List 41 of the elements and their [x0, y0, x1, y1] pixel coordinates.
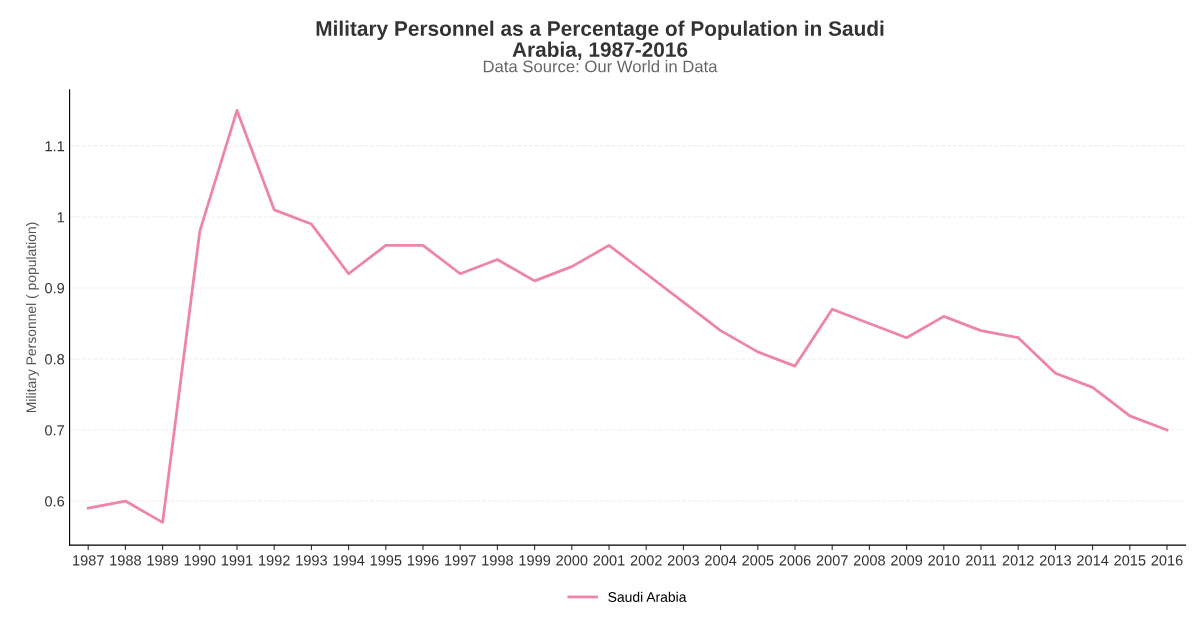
x-tick-label: 2006 [779, 555, 811, 566]
chart-subtitle: Data Source: Our World in Data [483, 60, 718, 73]
x-tick-label: 1991 [221, 555, 253, 566]
x-tick-label: 1996 [407, 555, 439, 566]
x-tick-label: 1988 [110, 555, 141, 566]
y-tick-label: 0.7 [45, 425, 65, 436]
x-tick-label: 1997 [445, 555, 476, 566]
line-series [86, 109, 1169, 524]
x-tick-label: 2013 [1039, 555, 1071, 566]
x-tick-label: 2015 [1114, 555, 1146, 566]
x-tick-label: 1994 [333, 555, 365, 566]
legend-label: Saudi Arabia [608, 591, 687, 602]
x-tick-label: 1999 [519, 555, 551, 566]
x-tick-label: 1995 [370, 555, 402, 566]
chart-title: Military Personnel as a Percentage of Population in Saudi Arabia, 1987-2016 [316, 20, 884, 60]
x-tick-label: 1992 [259, 555, 290, 566]
x-tick-label: 2008 [853, 555, 885, 566]
y-tick-label: 1 [57, 212, 65, 223]
x-tick-label: 1990 [184, 555, 216, 566]
y-axis-title: Military Personnel ( population) [25, 222, 39, 413]
x-tick-label: 1989 [147, 555, 179, 566]
y-tick-label: 0.9 [45, 283, 65, 294]
x-tick-label: 2011 [966, 555, 996, 566]
x-tick-label: 2000 [556, 555, 588, 566]
x-tick-label: 2012 [1002, 555, 1034, 566]
x-tick-label: 2004 [705, 555, 737, 566]
x-tick-label: 2001 [593, 555, 625, 566]
x-tick-label: 1987 [73, 555, 104, 566]
y-tick-label: 1.1 [45, 141, 65, 152]
x-tick-label: 2016 [1151, 555, 1183, 566]
x-tick-label: 2009 [891, 555, 923, 566]
x-tick-label: 1998 [482, 555, 513, 566]
x-tick-label: 2014 [1077, 555, 1109, 566]
x-tick-label: 2003 [667, 555, 699, 566]
x-tick-label: 2010 [928, 555, 960, 566]
y-tick-label: 0.8 [45, 354, 65, 365]
x-tick-label: 2002 [630, 555, 662, 566]
x-tick-label: 2005 [742, 555, 774, 566]
x-tick-label: 1993 [296, 555, 327, 566]
y-tick-label: 0.6 [45, 496, 65, 507]
x-tick-label: 2007 [816, 555, 848, 566]
